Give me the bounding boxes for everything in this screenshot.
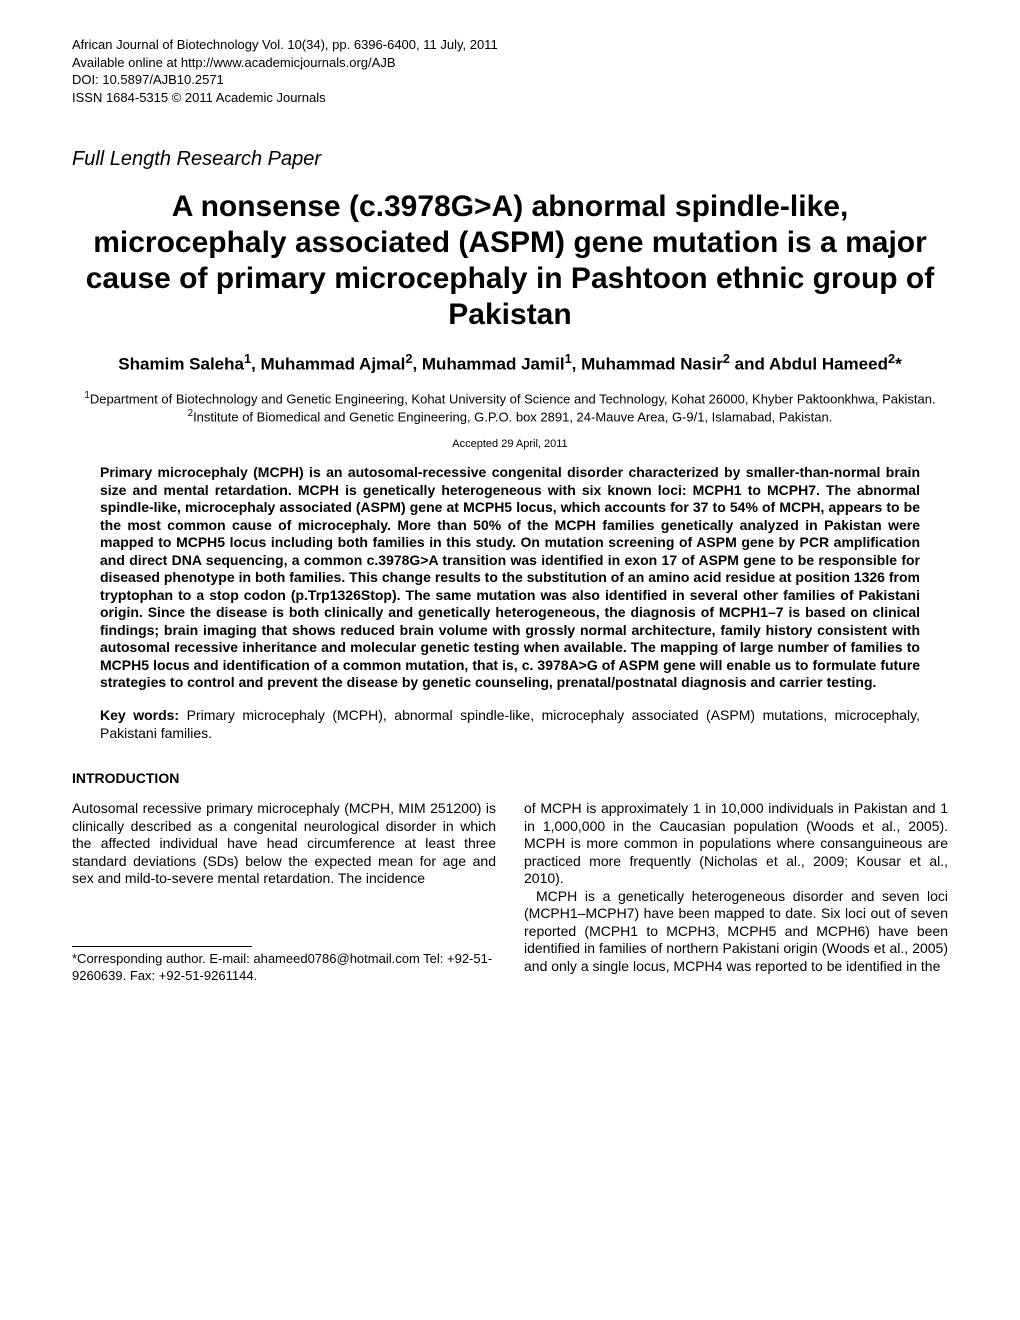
abstract-block: Primary microcephaly (MCPH) is an autoso… (72, 464, 948, 692)
journal-header: African Journal of Biotechnology Vol. 10… (72, 36, 948, 106)
accepted-date: Accepted 29 April, 2011 (72, 438, 948, 450)
intro-paragraph-2: of MCPH is approximately 1 in 10,000 ind… (524, 800, 948, 888)
corresponding-author-footnote: *Corresponding author. E-mail: ahameed07… (72, 951, 496, 985)
paper-title: A nonsense (c.3978G>A) abnormal spindle-… (72, 189, 948, 333)
affiliations: 1Department of Biotechnology and Genetic… (72, 390, 948, 426)
intro-paragraph-1: Autosomal recessive primary microcephaly… (72, 800, 496, 888)
paper-type: Full Length Research Paper (72, 148, 948, 171)
keywords: Key words: Primary microcephaly (MCPH), … (72, 706, 948, 742)
section-heading-introduction: INTRODUCTION (72, 770, 948, 786)
keywords-label: Key words: (100, 707, 179, 723)
header-line-3: DOI: 10.5897/AJB10.2571 (72, 71, 948, 89)
header-line-1: African Journal of Biotechnology Vol. 10… (72, 36, 948, 54)
header-line-2: Available online at http://www.academicj… (72, 54, 948, 72)
column-right: of MCPH is approximately 1 in 10,000 ind… (524, 800, 948, 984)
abstract-text: Primary microcephaly (MCPH) is an autoso… (100, 464, 920, 692)
keywords-text: Primary microcephaly (MCPH), abnormal sp… (100, 707, 920, 741)
footnote-separator (72, 946, 252, 947)
column-left: Autosomal recessive primary microcephaly… (72, 800, 496, 984)
header-line-4: ISSN 1684-5315 © 2011 Academic Journals (72, 89, 948, 107)
intro-paragraph-3: MCPH is a genetically heterogeneous diso… (524, 888, 948, 976)
body-columns: Autosomal recessive primary microcephaly… (72, 800, 948, 984)
authors: Shamim Saleha1, Muhammad Ajmal2, Muhamma… (72, 351, 948, 376)
